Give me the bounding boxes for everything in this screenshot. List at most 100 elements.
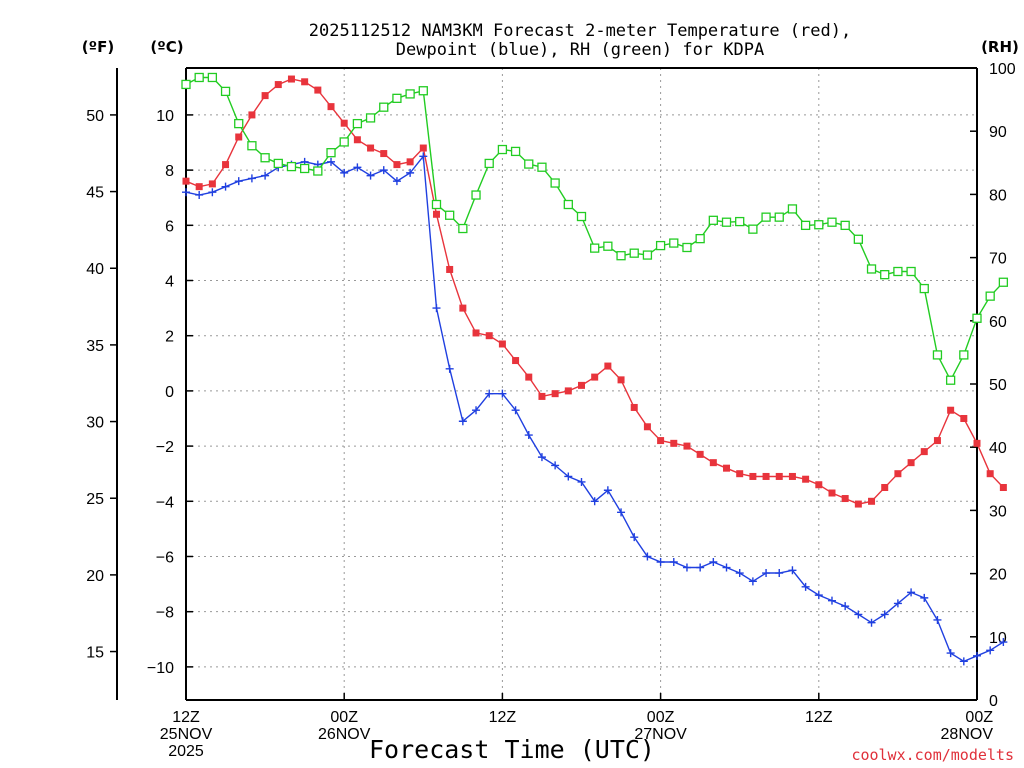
temperature-series	[182, 75, 1007, 508]
celsius-tick-label: 6	[165, 218, 174, 235]
rh-point	[840, 220, 850, 231]
dewpoint-point	[643, 552, 652, 561]
dewpoint-point	[498, 389, 507, 398]
dewpoint-point	[511, 406, 520, 415]
rh-point	[497, 144, 508, 155]
temperature-point	[340, 119, 348, 127]
dewpoint-point	[195, 190, 204, 199]
rh-point	[260, 153, 270, 163]
dewpoint-point	[841, 602, 850, 611]
dewpoint-point	[221, 182, 230, 191]
temperature-point	[683, 442, 691, 450]
temperature-point	[736, 470, 744, 478]
dewpoint-point	[762, 569, 771, 578]
temperature-point	[788, 472, 796, 480]
rh-tick-label: 60	[989, 314, 1007, 331]
rh-tick-label: 30	[989, 503, 1007, 520]
dewpoint-point	[577, 477, 586, 486]
dewpoint-point	[788, 566, 797, 575]
rh-point	[906, 266, 916, 277]
x-tick-label: 25NOV	[160, 726, 213, 743]
rh-point	[471, 190, 481, 200]
rh-point	[445, 210, 455, 220]
x-axis-label: Forecast Time (UTC)	[369, 735, 655, 764]
dewpoint-point	[485, 389, 494, 398]
rh-point	[655, 240, 666, 251]
dewpoint-point	[353, 163, 362, 172]
temperature-point	[841, 495, 849, 503]
temperature-point	[749, 472, 757, 480]
temperature-point	[709, 459, 717, 467]
dewpoint-point	[247, 174, 256, 183]
fahrenheit-tick-label: 50	[86, 108, 104, 125]
dewpoint-point	[327, 157, 336, 166]
dewpoint-point	[854, 610, 863, 619]
temperature-point	[920, 448, 928, 456]
dewpoint-point	[234, 177, 243, 186]
dewpoint-point	[524, 431, 533, 440]
temperature-point	[670, 439, 678, 447]
temperature-point	[723, 464, 731, 472]
fahrenheit-tick-label: 35	[86, 338, 104, 355]
rh-point	[985, 291, 995, 301]
temperature-point	[314, 86, 322, 94]
dewpoint-point	[379, 166, 388, 175]
fahrenheit-tick-label: 40	[86, 261, 104, 278]
dewpoint-point	[617, 508, 626, 517]
fahrenheit-tick-label: 30	[86, 415, 104, 432]
temperature-point	[393, 161, 401, 169]
temperature-point	[485, 332, 493, 340]
x-tick-label: 12Z	[805, 709, 833, 726]
rh-point	[405, 89, 415, 99]
rh-point	[286, 161, 297, 172]
temperature-point	[287, 75, 295, 83]
dewpoint-point	[208, 188, 217, 197]
temperature-point	[762, 472, 770, 480]
temperature-point	[380, 150, 388, 158]
temperature-point	[274, 81, 282, 89]
rh-point	[708, 215, 718, 225]
credit-text: coolwx.com/modelts	[851, 746, 1014, 764]
celsius-unit-label: (ºC)	[150, 38, 183, 56]
tick-labels: 1086420−2−4−6−8−105045403530252015100908…	[86, 61, 1016, 760]
temperature-point	[775, 472, 783, 480]
rh-point	[669, 238, 679, 248]
rh-tick-label: 10	[989, 630, 1007, 647]
temperature-point	[498, 340, 506, 348]
dewpoint-point	[392, 177, 401, 186]
temperature-point	[591, 373, 599, 381]
temperature-point	[630, 403, 638, 411]
temperature-point	[828, 489, 836, 497]
rh-point	[893, 266, 903, 277]
celsius-tick-label: 4	[165, 274, 174, 291]
fahrenheit-tick-label: 45	[86, 185, 104, 202]
x-tick-label: 00Z	[647, 709, 675, 726]
x-tick-label: 2025	[168, 743, 204, 760]
dewpoint-point	[946, 649, 955, 658]
temperature-point	[472, 329, 480, 337]
dewpoint-point	[735, 569, 744, 578]
dewpoint-point	[590, 497, 599, 506]
celsius-tick-label: −4	[156, 494, 174, 511]
rh-point	[550, 178, 560, 188]
rh-tick-label: 90	[989, 124, 1007, 141]
dewpoint-point	[472, 406, 481, 415]
rh-point	[194, 72, 204, 83]
rh-point	[234, 118, 244, 129]
dewpoint-point	[814, 591, 823, 600]
dewpoint-point	[669, 558, 678, 567]
rh-point	[787, 204, 798, 214]
temperature-point	[327, 103, 335, 111]
chart-title-line-1: 2025112512 NAM3KM Forecast 2-meter Tempe…	[309, 21, 851, 41]
rh-point	[616, 251, 626, 261]
x-tick-label: 00Z	[330, 709, 358, 726]
dewpoint-point	[999, 638, 1008, 647]
dewpoint-point	[432, 304, 441, 313]
temperature-point	[538, 392, 546, 400]
temperature-point	[419, 144, 427, 152]
rh-point	[748, 224, 758, 234]
x-tick-label: 12Z	[172, 709, 200, 726]
rh-point	[695, 233, 705, 244]
dewpoint-point	[775, 569, 784, 578]
